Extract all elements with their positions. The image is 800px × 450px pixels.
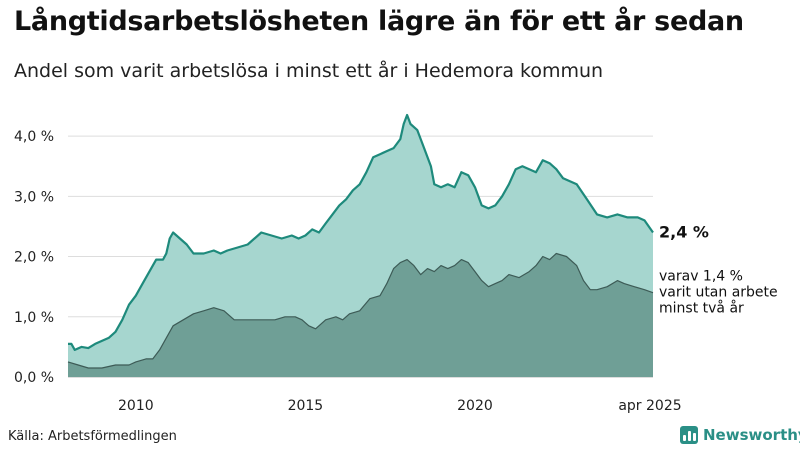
data-areas (67, 113, 654, 377)
source-note: Källa: Arbetsförmedlingen (8, 429, 177, 444)
y-tick-label: 0,0 % (14, 370, 54, 386)
series-line (67, 252, 654, 369)
end-label-sub: varav 1,4 % (659, 269, 743, 285)
x-tick-label: 2015 (288, 398, 324, 414)
brand-logo: Newsworthy (680, 426, 800, 444)
brand-name: Newsworthy (703, 426, 800, 444)
chart-title: Långtidsarbetslösheten lägre än för ett … (14, 6, 744, 37)
y-tick-label: 1,0 % (14, 310, 54, 326)
end-label-total: 2,4 % (659, 222, 709, 241)
axis-labels: 0,0 % 1,0 % 2,0 % 3,0 % 4,0 % 2010 2015 2020 apr… (14, 129, 682, 414)
x-tick-label: 2010 (118, 398, 154, 414)
series-area (68, 253, 653, 377)
bar-chart-icon (680, 426, 698, 444)
y-tick-label: 4,0 % (14, 129, 54, 145)
area-chart: 0,0 % 1,0 % 2,0 % 3,0 % 4,0 % 2010 2015 2020 apr… (14, 113, 778, 414)
end-label-sub: minst två år (659, 300, 744, 317)
series-line (68, 113, 654, 351)
y-tick-label: 2,0 % (14, 250, 54, 266)
y-tick-label: 3,0 % (14, 189, 54, 205)
end-label-sub: varit utan arbete (659, 285, 778, 301)
chart-subtitle: Andel som varit arbetslösa i minst ett å… (14, 60, 604, 82)
x-tick-label: apr 2025 (618, 398, 681, 414)
x-tick-label: 2020 (457, 398, 493, 414)
